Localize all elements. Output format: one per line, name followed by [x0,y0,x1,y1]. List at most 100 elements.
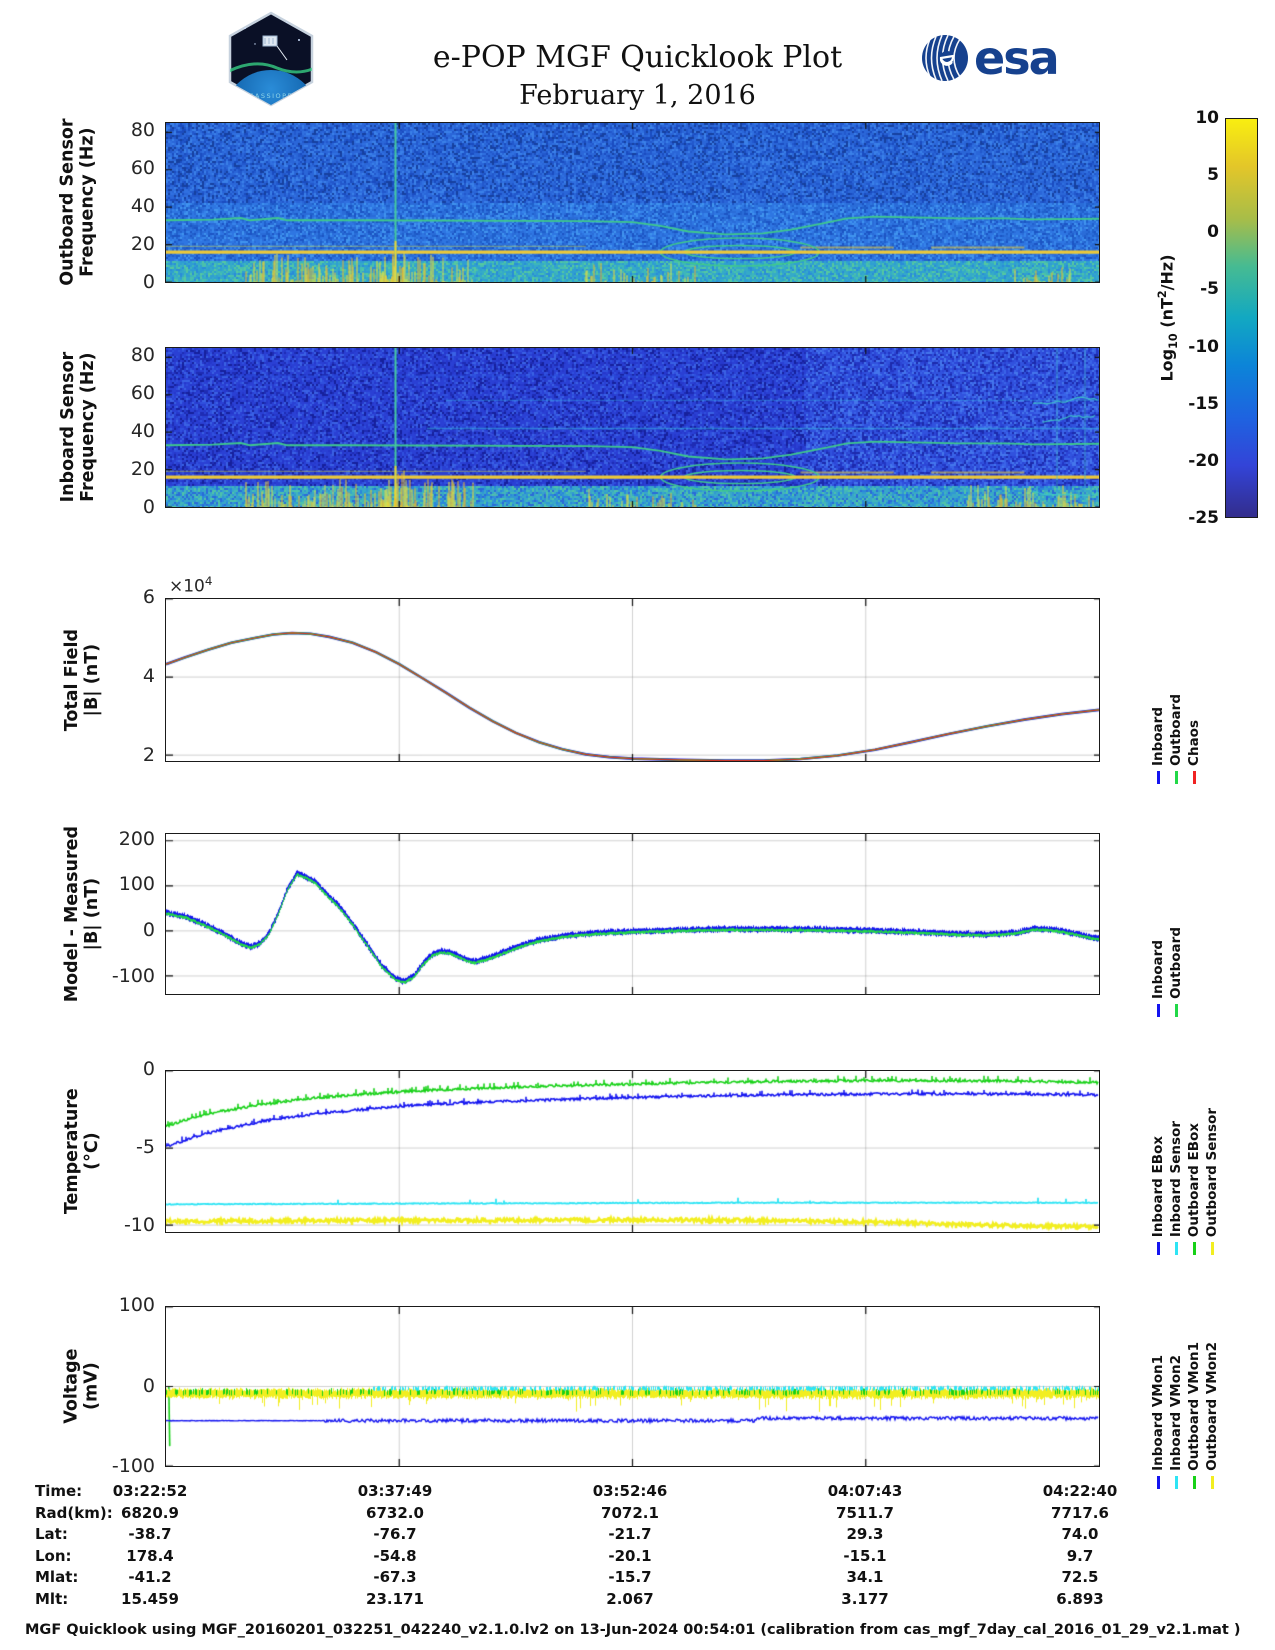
colorbar-tick-label: -20 [1188,450,1219,471]
ytick-label: 0 [142,1058,155,1080]
legend-marker [1174,771,1178,784]
colorbar-tick-label: -25 [1188,508,1219,528]
legend-marker [1192,1476,1196,1489]
total_field-frame [165,598,1100,762]
table-cell: 74.0 [1061,1525,1099,1544]
ytick-label: 200 [118,827,155,850]
ytick-label: 100 [118,1294,155,1316]
table-cell: 2.067 [606,1590,654,1608]
ytick-label: 80 [130,344,155,367]
legend-entry: Inboard [1150,707,1166,784]
colorbar-tick-label: 0 [1207,222,1219,243]
colorbar [1225,118,1258,518]
table-cell: 6820.9 [121,1503,179,1522]
ytick-label: 40 [130,195,155,218]
table-cell: 15.459 [121,1590,179,1608]
table-cell: 23.171 [366,1590,424,1608]
legend-marker [1156,1004,1160,1017]
table-cell: 7717.6 [1051,1503,1109,1522]
model_measured-frame [165,833,1100,995]
ytick-label: 0 [142,496,155,518]
table-row-label: Lon: [35,1546,72,1565]
table-cell: 3.177 [841,1590,889,1608]
inboard_spectrogram-canvas [166,348,1099,507]
legend-entry: Inboard VMon2 [1168,1355,1184,1489]
cassiope-mission-patch: CASSIOPE [228,11,314,107]
legend-marker [1156,1242,1160,1255]
table-cell: 72.5 [1061,1568,1099,1587]
legend-label: Outboard [1168,694,1184,766]
table-cell: 34.1 [846,1568,884,1587]
legend-marker [1174,1476,1178,1489]
inboard_spectrogram-frame [165,347,1100,508]
colorbar-label: Log10 (nT2/Hz) [1156,254,1180,382]
legend-entry: Outboard [1168,927,1184,1017]
voltage-frame [165,1306,1100,1467]
table-cell: 6.893 [1056,1590,1104,1608]
voltage-canvas [166,1307,1099,1466]
esa-logo: esa [920,33,1060,83]
legend-label: Outboard [1168,927,1184,999]
legend-entry: Outboard VMon1 [1186,1342,1202,1489]
legend-label: Inboard VMon1 [1150,1355,1166,1471]
axis-exponent-label: ×104 [169,574,213,597]
table-cell: -67.3 [373,1568,417,1587]
table-cell: 03:52:46 [592,1482,668,1500]
total_field-legend: Inboard Outboard Chaos [1150,592,1202,784]
legend-label: Inboard [1150,706,1166,766]
legend-marker [1192,1242,1196,1255]
colorbar-tick-label: -10 [1188,336,1219,357]
table-cell: -15.1 [843,1546,887,1565]
legend-entry: Inboard Sensor [1168,1121,1184,1255]
table-cell: -76.7 [373,1525,417,1544]
table-cell: 178.4 [126,1546,174,1565]
legend-marker [1174,1004,1178,1017]
colorbar-tick-label: 5 [1207,165,1219,186]
table-row-label: Time: [35,1482,83,1500]
outboard_spectrogram-canvas [166,123,1099,282]
table-cell: -41.2 [128,1568,172,1587]
ytick-label: -100 [111,1455,155,1477]
temperature-canvas [166,1071,1099,1232]
ytick-label: 0 [142,919,155,942]
ytick-label: 2 [142,744,155,767]
legend-label: Outboard Sensor [1204,1107,1220,1237]
page-date: February 1, 2016 [519,80,756,111]
legend-entry: Outboard [1168,694,1184,784]
table-cell: 03:22:52 [112,1482,188,1500]
legend-label: Outboard EBox [1186,1122,1202,1237]
legend-label: Inboard Sensor [1168,1120,1184,1237]
legend-entry: Chaos [1186,720,1202,784]
legend-label: Inboard VMon2 [1168,1355,1184,1471]
legend-label: Inboard [1150,939,1166,999]
patch-text: CASSIOPE [249,92,293,100]
ytick-label: 60 [130,382,155,405]
table-cell: 04:07:43 [827,1482,903,1500]
legend-label: Outboard VMon2 [1204,1342,1220,1471]
ytick-label: 4 [142,665,155,688]
legend-label: Inboard EBox [1150,1135,1166,1237]
table-cell: -54.8 [373,1546,417,1565]
ytick-label: -5 [136,1135,155,1158]
table-row-label: Mlt: [35,1590,69,1608]
legend-entry: Outboard EBox [1186,1123,1202,1255]
temperature-frame [165,1070,1100,1233]
legend-entry: Inboard EBox [1150,1136,1166,1255]
ytick-label: -10 [123,1213,155,1236]
ytick-label: 0 [142,1374,155,1397]
table-cell: -15.7 [608,1568,652,1587]
footer-note: MGF Quicklook using MGF_20160201_032251_… [25,1622,1241,1638]
colorbar-tick-label: 10 [1195,108,1219,128]
ytick-label: 80 [130,119,155,142]
legend-entry: Outboard VMon2 [1204,1342,1220,1489]
legend-marker [1210,1476,1214,1489]
table-cell: 7072.1 [601,1503,659,1522]
outboard_spectrogram-frame [165,122,1100,283]
temperature-legend: Inboard EBox Inboard Sensor Outboard EBox O… [1150,1064,1220,1255]
table-cell: 9.7 [1066,1546,1094,1565]
legend-marker [1156,771,1160,784]
ytick-label: 60 [130,157,155,180]
table-cell: -21.7 [608,1525,652,1544]
ytick-label: 40 [130,420,155,443]
legend-entry: Inboard [1150,940,1166,1017]
